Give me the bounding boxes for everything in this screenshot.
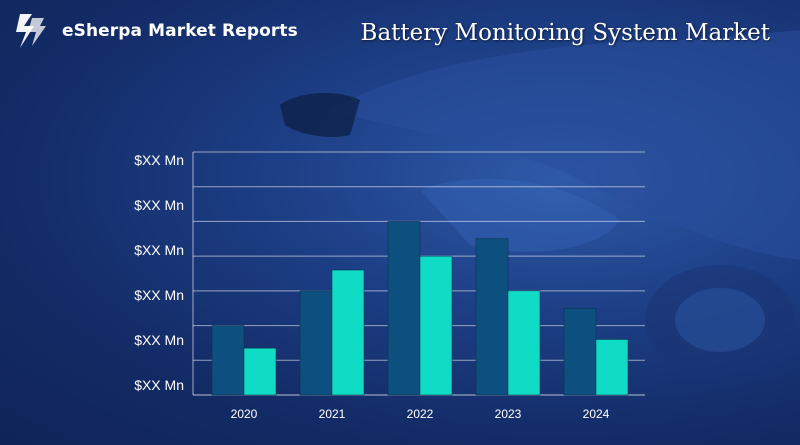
y-tick-label: $XX Mn [134,377,184,393]
y-tick-label: $XX Mn [134,242,184,258]
bar-2020-series-1 [211,325,245,396]
brand-name: eSherpa Market Reports [62,21,298,41]
x-tick-label: 2023 [495,407,522,421]
x-tick-label: 2024 [583,407,610,421]
chart-title: Battery Monitoring System Market [360,20,770,46]
bar-2020-series-2 [243,347,277,396]
esherpa-logo-icon [16,14,46,48]
x-tick-label: 2021 [319,407,346,421]
bar-2024-series-2 [595,339,629,396]
y-tick-label: $XX Mn [134,287,184,303]
y-tick-label: $XX Mn [134,197,184,213]
bar-2023-series-1 [475,238,509,396]
y-tick-label: $XX Mn [134,332,184,348]
y-tick-label: $XX Mn [134,152,184,168]
bar-2024-series-1 [563,307,597,396]
bar-2021-series-1 [299,290,333,396]
x-tick-label: 2022 [407,407,434,421]
bar-2021-series-2 [331,269,365,396]
brand-logo[interactable]: eSherpa Market Reports [10,10,298,52]
bar-2022-series-2 [419,255,453,396]
x-tick-label: 2020 [231,407,258,421]
bar-2023-series-2 [507,290,541,396]
bar-2022-series-1 [387,221,421,396]
